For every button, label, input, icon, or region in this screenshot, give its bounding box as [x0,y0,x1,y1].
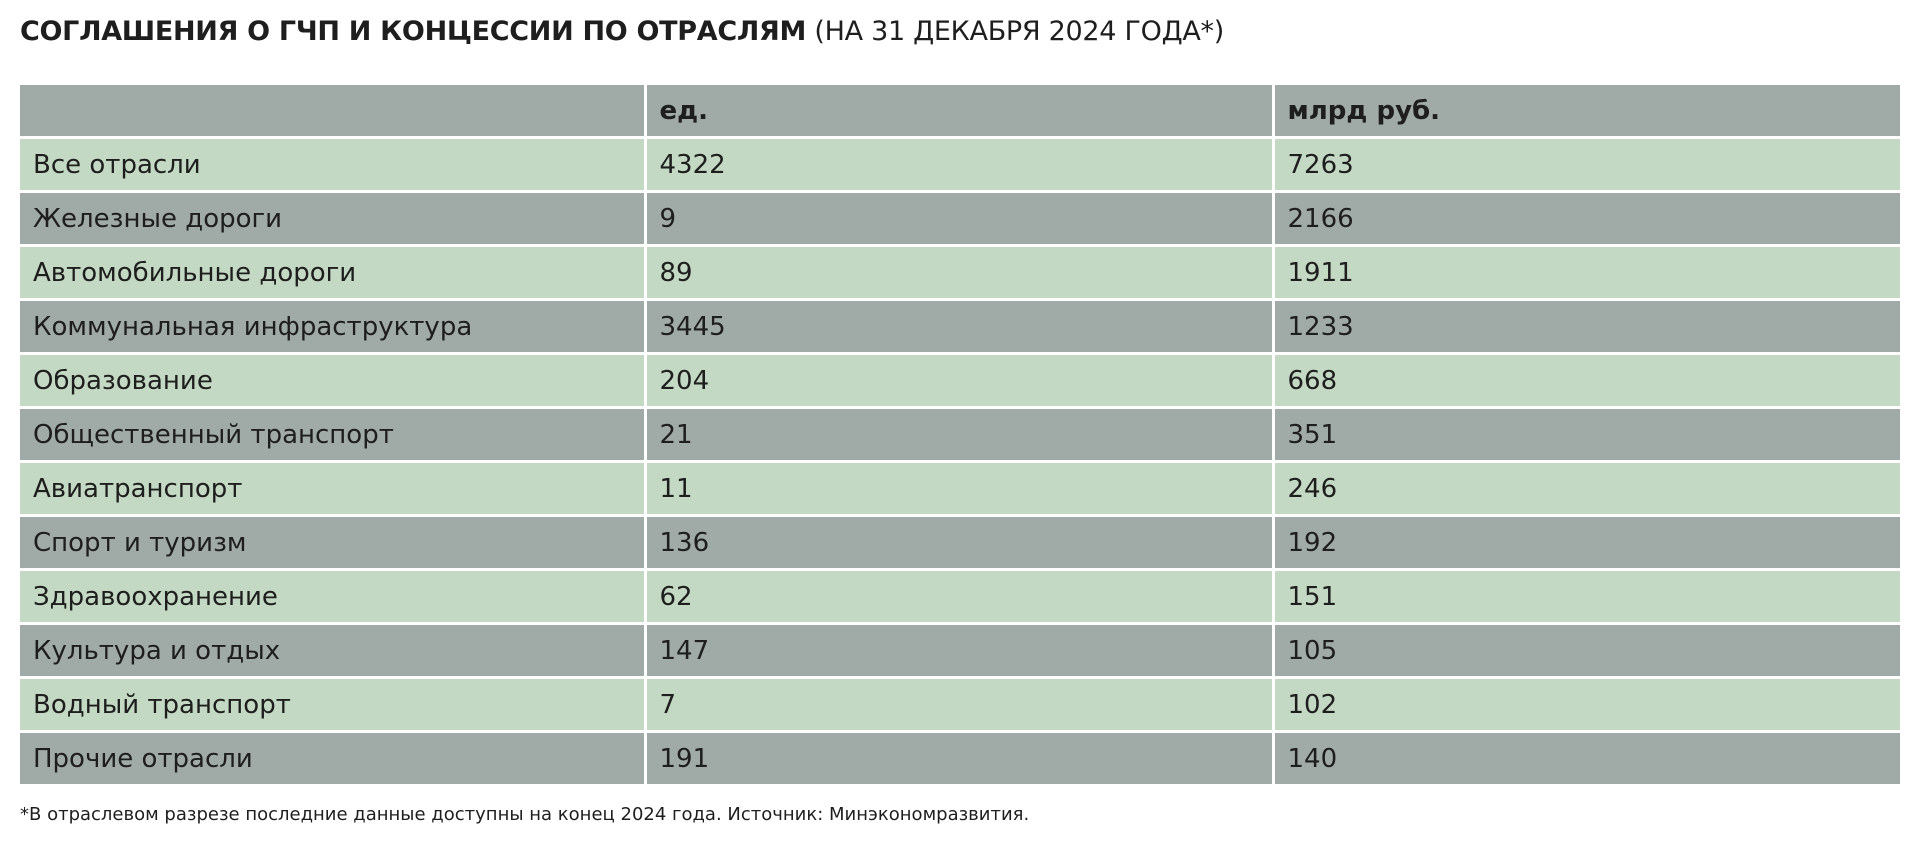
cell-units: 3445 [645,299,1275,355]
cell-units: 204 [645,353,1275,409]
cell-rub-bn: 192 [1273,515,1900,571]
table-row: Коммунальная инфраструктура 3445 1233 [20,299,1900,355]
table-row: Прочие отрасли 191 140 [20,731,1900,784]
table-row: Все отрасли 4322 7263 [20,137,1900,193]
header-rub-bn: млрд руб. [1273,85,1900,139]
table-row: Авиатранспорт 11 246 [20,461,1900,517]
cell-sector: Автомобильные дороги [20,245,647,301]
table-row: Спорт и туризм 136 192 [20,515,1900,571]
cell-sector: Образование [20,353,647,409]
sector-table: ед. млрд руб. Все отрасли 4322 7263 Желе… [20,85,1900,784]
cell-sector: Прочие отрасли [20,731,647,784]
cell-units: 11 [645,461,1275,517]
cell-sector: Все отрасли [20,137,647,193]
header-units: ед. [645,85,1275,139]
cell-units: 7 [645,677,1275,733]
cell-units: 136 [645,515,1275,571]
cell-rub-bn: 140 [1273,731,1900,784]
cell-rub-bn: 102 [1273,677,1900,733]
page-title: СОГЛАШЕНИЯ О ГЧП И КОНЦЕССИИ ПО ОТРАСЛЯМ… [20,12,1224,52]
cell-rub-bn: 351 [1273,407,1900,463]
cell-sector: Железные дороги [20,191,647,247]
table-row: Здравоохранение 62 151 [20,569,1900,625]
cell-rub-bn: 1911 [1273,245,1900,301]
table-row: Образование 204 668 [20,353,1900,409]
table-row: Культура и отдых 147 105 [20,623,1900,679]
cell-sector: Авиатранспорт [20,461,647,517]
cell-sector: Культура и отдых [20,623,647,679]
table-row: Железные дороги 9 2166 [20,191,1900,247]
header-sector [20,85,647,139]
cell-sector: Водный транспорт [20,677,647,733]
cell-sector: Спорт и туризм [20,515,647,571]
cell-sector: Общественный транспорт [20,407,647,463]
title-main: СОГЛАШЕНИЯ О ГЧП И КОНЦЕССИИ ПО ОТРАСЛЯМ [20,16,807,47]
cell-units: 62 [645,569,1275,625]
title-date: (НА 31 ДЕКАБРЯ 2024 ГОДА*) [814,16,1224,47]
cell-units: 191 [645,731,1275,784]
cell-sector: Здравоохранение [20,569,647,625]
cell-rub-bn: 246 [1273,461,1900,517]
cell-units: 4322 [645,137,1275,193]
cell-units: 89 [645,245,1275,301]
cell-sector: Коммунальная инфраструктура [20,299,647,355]
cell-rub-bn: 151 [1273,569,1900,625]
cell-rub-bn: 2166 [1273,191,1900,247]
table-row: Общественный транспорт 21 351 [20,407,1900,463]
cell-rub-bn: 668 [1273,353,1900,409]
cell-rub-bn: 7263 [1273,137,1900,193]
cell-rub-bn: 105 [1273,623,1900,679]
cell-units: 9 [645,191,1275,247]
footnote: *В отраслевом разрезе последние данные д… [20,804,1030,825]
table-header-row: ед. млрд руб. [20,85,1900,139]
cell-units: 147 [645,623,1275,679]
cell-rub-bn: 1233 [1273,299,1900,355]
cell-units: 21 [645,407,1275,463]
table-row: Автомобильные дороги 89 1911 [20,245,1900,301]
table-row: Водный транспорт 7 102 [20,677,1900,733]
